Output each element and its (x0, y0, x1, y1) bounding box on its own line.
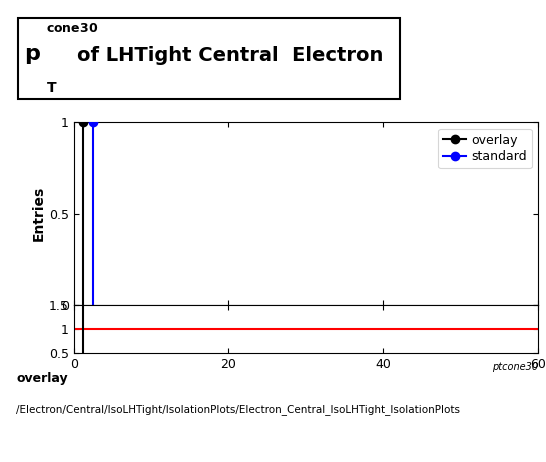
Legend: overlay, standard: overlay, standard (438, 129, 532, 169)
Text: $\mathbf{cone30}$: $\mathbf{cone30}$ (46, 22, 98, 35)
Text: /Electron/Central/IsoLHTight/IsolationPlots/Electron_Central_IsoLHTight_Isolatio: /Electron/Central/IsoLHTight/IsolationPl… (16, 404, 460, 415)
Text: $\mathbf{p}$: $\mathbf{p}$ (24, 46, 41, 66)
Text: $\mathbf{T}$: $\mathbf{T}$ (46, 81, 57, 95)
Text: of LHTight Central  Electron: of LHTight Central Electron (78, 46, 384, 66)
Text: ptcone30: ptcone30 (492, 362, 538, 372)
Y-axis label: Entries: Entries (32, 186, 46, 242)
Text: overlay: overlay (16, 372, 68, 385)
FancyBboxPatch shape (19, 18, 400, 99)
